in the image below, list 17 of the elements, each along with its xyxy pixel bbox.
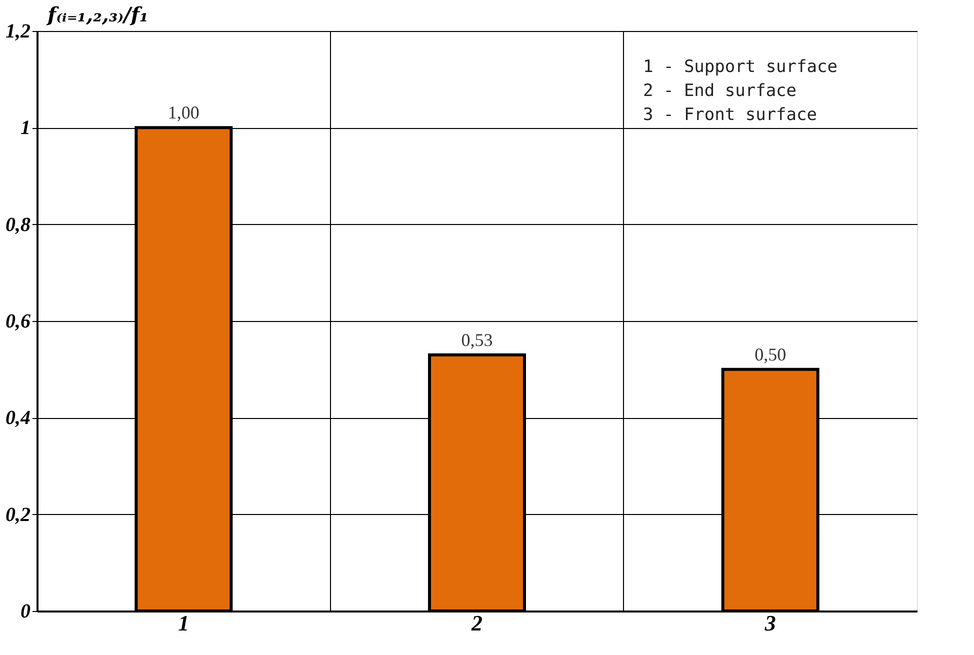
data-label: 0,53 [461, 330, 493, 350]
x-tick-label: 3 [764, 610, 776, 636]
annotation: 2 - End surface [643, 81, 797, 101]
x-tick-label: 1 [178, 610, 190, 636]
y-tick-label: 0 [20, 600, 30, 622]
y-tick-label: 0,4 [6, 407, 30, 430]
annotation: 1 - Support surface [643, 57, 838, 77]
y-tick-label: 0,6 [6, 310, 30, 332]
x-tick-label: 2 [470, 610, 482, 636]
data-label: 1,00 [168, 102, 200, 123]
y-tick-label: 1 [20, 117, 30, 140]
y-tick-label: 0,8 [6, 214, 30, 236]
y-tick-label: 0,2 [6, 504, 30, 526]
y-tick-label: 1,2 [6, 20, 30, 42]
data-label: 0,50 [754, 344, 786, 364]
annotation: 3 - Front surface [643, 105, 817, 125]
y-axis-title: f₍ᵢ₌₁,₂,₃₎/f₁ [46, 2, 148, 26]
